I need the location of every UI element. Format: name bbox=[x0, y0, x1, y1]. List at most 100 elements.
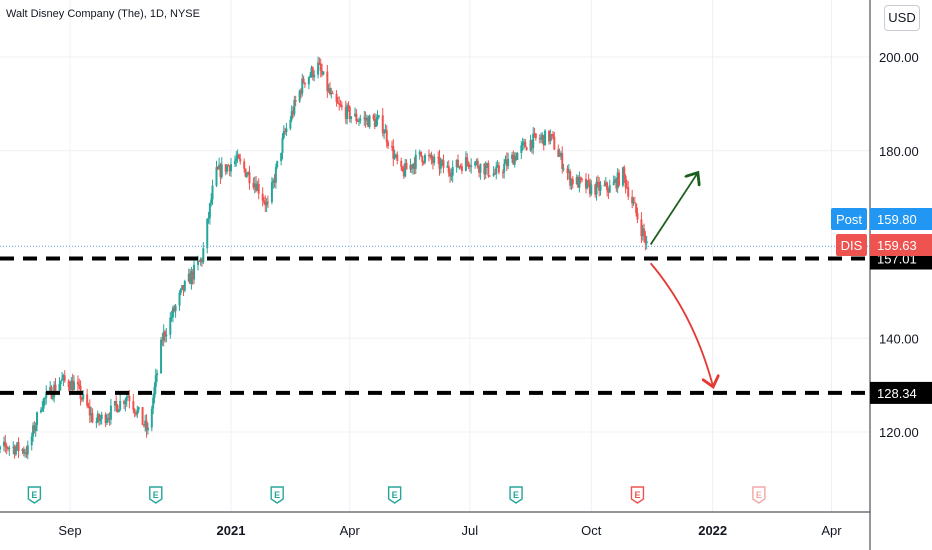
candle-body bbox=[624, 175, 627, 188]
candle-body bbox=[336, 102, 339, 104]
candle-body bbox=[276, 161, 279, 168]
x-tick-label: 2021 bbox=[217, 523, 246, 538]
candle-body bbox=[178, 292, 181, 306]
candle-body bbox=[418, 151, 421, 155]
candle-body bbox=[493, 173, 496, 175]
candle-body bbox=[274, 167, 277, 183]
candle-body bbox=[338, 103, 341, 105]
x-tick-label: Sep bbox=[58, 523, 81, 538]
candle-body bbox=[58, 383, 61, 391]
candle-body bbox=[396, 154, 399, 161]
candle-body bbox=[179, 288, 182, 293]
candle-body bbox=[152, 397, 155, 409]
candle-body bbox=[206, 218, 209, 249]
candle-body bbox=[230, 164, 232, 172]
candle-body bbox=[608, 185, 611, 193]
candle-body bbox=[299, 90, 302, 94]
candle-body bbox=[530, 139, 533, 149]
candle-body bbox=[446, 165, 449, 168]
candle-body bbox=[261, 193, 264, 201]
candle-body bbox=[522, 141, 525, 143]
candle-body bbox=[82, 394, 85, 400]
candle-body bbox=[303, 82, 306, 85]
candle-body bbox=[612, 181, 615, 186]
price-axis[interactable]: 200.00180.00140.00120.00157.01128.34Post… bbox=[831, 0, 932, 550]
candle-body bbox=[137, 407, 140, 410]
candle-body bbox=[631, 196, 634, 204]
candle-body bbox=[544, 130, 547, 146]
candle-body bbox=[346, 105, 349, 119]
candle-body bbox=[25, 452, 28, 455]
candle-body bbox=[570, 178, 573, 186]
candle-body bbox=[154, 375, 157, 387]
candle-body bbox=[513, 155, 516, 165]
earnings-marker-icon: E bbox=[149, 486, 163, 504]
earnings-marker-label: E bbox=[756, 490, 762, 500]
candle-body bbox=[243, 161, 246, 169]
candle-body bbox=[459, 166, 462, 168]
candle-body bbox=[72, 381, 75, 391]
time-axis[interactable]: Sep 2021 Apr Jul Oct 2022 Apr bbox=[0, 511, 870, 538]
candle-body bbox=[190, 271, 193, 284]
support-levels bbox=[0, 245, 870, 395]
currency-button[interactable]: USD bbox=[884, 5, 920, 31]
candle-body bbox=[13, 446, 16, 455]
candle-body bbox=[549, 134, 552, 142]
candle-body bbox=[569, 171, 572, 186]
candle-body bbox=[496, 165, 499, 167]
candle-body bbox=[410, 164, 413, 169]
candle-body bbox=[24, 452, 27, 454]
candle-body bbox=[348, 106, 351, 119]
candle-body bbox=[363, 117, 366, 119]
candle-body bbox=[384, 129, 387, 133]
candle-body bbox=[162, 331, 165, 341]
ticker-price-tag bbox=[870, 234, 932, 256]
candle-body bbox=[256, 184, 259, 191]
candle-body bbox=[641, 228, 644, 237]
candle-body bbox=[39, 410, 42, 413]
candle-body bbox=[146, 427, 149, 431]
candle-body bbox=[220, 164, 223, 178]
candle-body bbox=[581, 178, 584, 180]
candle-body bbox=[153, 386, 156, 398]
candle-body bbox=[17, 442, 20, 452]
candle-body bbox=[412, 163, 415, 169]
candle-body bbox=[292, 111, 295, 115]
candle-body bbox=[248, 172, 251, 184]
candle-body bbox=[540, 137, 543, 140]
candle-body bbox=[282, 131, 285, 138]
candle-body bbox=[476, 160, 479, 168]
candle-body bbox=[409, 164, 412, 170]
candle-body bbox=[124, 401, 127, 405]
earnings-marker-label: E bbox=[634, 490, 640, 500]
candle-body bbox=[115, 401, 118, 406]
candle-body bbox=[226, 165, 229, 172]
candle-body bbox=[441, 160, 444, 163]
candle-body bbox=[331, 92, 334, 94]
candle-body bbox=[594, 184, 597, 195]
candlestick-series bbox=[0, 56, 648, 460]
candle-body bbox=[401, 166, 404, 171]
candle-body bbox=[104, 414, 107, 423]
candle-body bbox=[59, 380, 62, 384]
candle-body bbox=[590, 184, 593, 195]
candle-body bbox=[132, 401, 135, 410]
x-tick-label: Apr bbox=[821, 523, 842, 538]
candle-body bbox=[623, 167, 626, 176]
candle-body bbox=[69, 387, 71, 391]
candle-body bbox=[507, 158, 510, 166]
candle-body bbox=[76, 381, 79, 385]
candle-body bbox=[501, 172, 504, 174]
level-price-tag bbox=[870, 381, 932, 404]
candle-body bbox=[632, 202, 635, 204]
candle-body bbox=[218, 164, 221, 170]
candle-body bbox=[22, 449, 25, 454]
candle-body bbox=[492, 173, 495, 176]
candle-body bbox=[113, 401, 116, 406]
candle-body bbox=[197, 260, 200, 265]
candle-body bbox=[228, 165, 231, 172]
chart-title: Walt Disney Company (The), 1D, NYSE bbox=[6, 8, 200, 20]
candle-body bbox=[26, 445, 29, 455]
candle-body bbox=[108, 418, 111, 420]
